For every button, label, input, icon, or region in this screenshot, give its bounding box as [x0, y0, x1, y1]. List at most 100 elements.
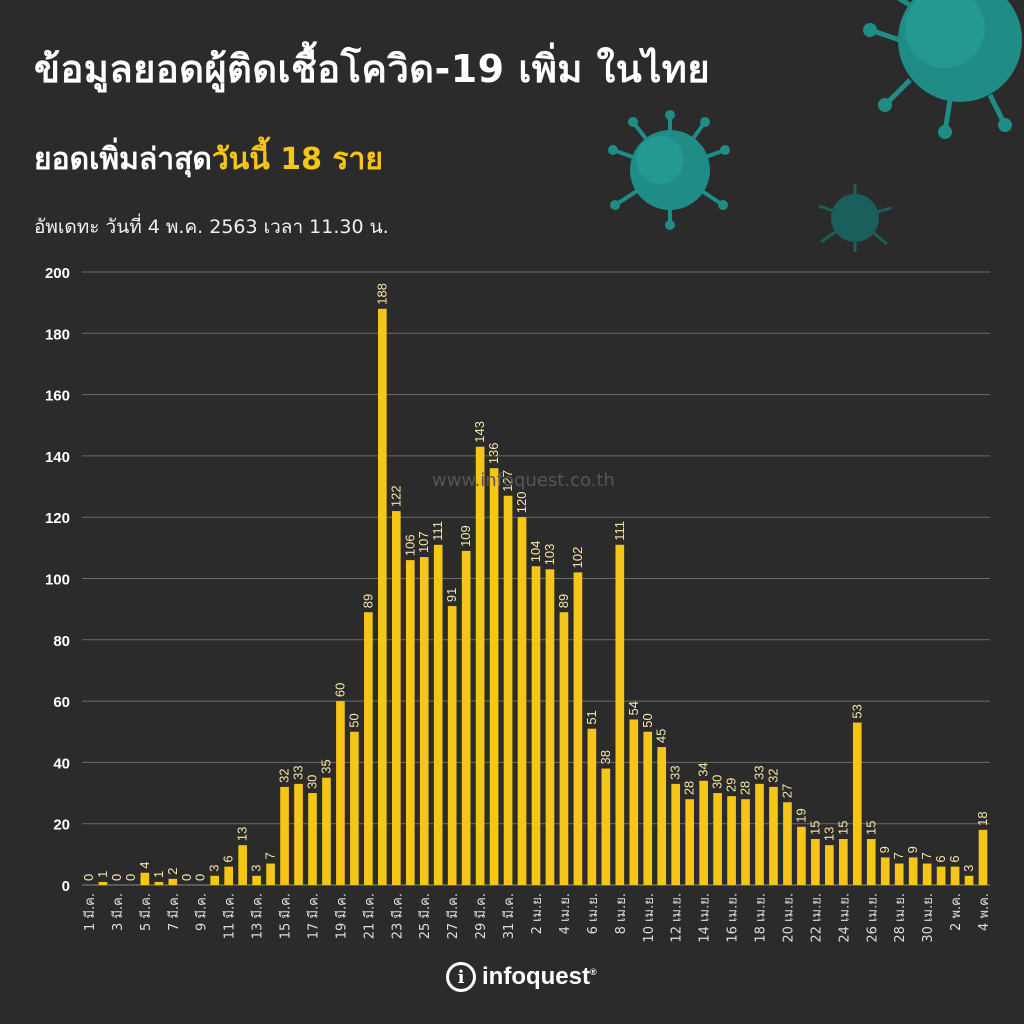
data-label: 50: [640, 713, 655, 727]
x-tick-label: 1 มี.ค.: [82, 893, 98, 931]
bar: [964, 875, 974, 885]
x-tick-label: 3 มี.ค.: [110, 893, 126, 931]
bar: [657, 747, 667, 885]
bar: [699, 780, 708, 885]
bar: [475, 446, 485, 885]
data-label: 6: [221, 855, 236, 862]
data-label: 7: [919, 852, 934, 859]
data-label: 4: [137, 862, 152, 869]
bar: [671, 783, 681, 885]
data-label: 13: [235, 827, 250, 841]
bar: [936, 866, 946, 885]
y-tick-label: 100: [45, 572, 70, 589]
data-label: 30: [710, 775, 725, 789]
x-tick-label: 24 เม.ย.: [837, 893, 852, 943]
x-tick-label: 25 มี.ค.: [417, 893, 433, 939]
bar: [461, 550, 471, 885]
data-label: 91: [444, 588, 459, 602]
registered-mark: ®: [590, 967, 597, 977]
x-tick-label: 8 เม.ย.: [614, 893, 629, 934]
bar: [852, 722, 862, 885]
data-label: 1: [151, 871, 166, 878]
data-label: 104: [528, 541, 543, 563]
x-tick-label: 22 เม.ย.: [809, 893, 824, 943]
data-label: 122: [388, 485, 403, 507]
data-label: 19: [793, 808, 808, 822]
latest-increase: ยอดเพิ่มล่าสุดวันนี้ 18 ราย: [34, 136, 383, 183]
bar: [210, 875, 220, 885]
x-tick-label: 4 พ.ค.: [977, 893, 992, 931]
data-label: 28: [682, 781, 697, 795]
x-tick-label: 17 มี.ค.: [305, 893, 321, 939]
y-tick-label: 180: [45, 326, 70, 343]
data-label: 89: [556, 594, 571, 608]
data-label: 33: [668, 765, 683, 779]
bar: [350, 731, 359, 885]
bar: [685, 799, 694, 885]
x-tick-label: 6 เม.ย.: [586, 893, 601, 934]
data-label: 1: [95, 871, 110, 878]
x-tick-label: 31 มี.ค.: [501, 893, 517, 939]
x-tick-label: 10 เม.ย.: [642, 893, 657, 943]
data-label: 6: [933, 855, 948, 862]
data-label: 15: [863, 821, 878, 835]
data-label: 102: [570, 547, 585, 569]
page-title: ข้อมูลยอดผู้ติดเชื้อโควิด-19 เพิ่ม ในไทย: [34, 47, 711, 91]
bar: [601, 768, 611, 885]
bar: [545, 569, 555, 885]
data-label: 0: [193, 874, 208, 881]
x-tick-label: 29 มี.ค.: [473, 893, 489, 939]
bar: [894, 863, 904, 885]
data-label: 53: [849, 704, 864, 718]
data-label: 106: [402, 534, 417, 556]
y-tick-label: 0: [62, 878, 70, 895]
bar: [391, 511, 401, 885]
bar: [783, 802, 792, 885]
bar: [838, 839, 848, 885]
x-tick-label: 26 เม.ย.: [865, 893, 880, 943]
x-tick-label: 18 เม.ย.: [754, 893, 769, 943]
data-label: 38: [598, 750, 613, 764]
x-tick-label: 5 มี.ค.: [138, 893, 154, 931]
data-label: 6: [947, 855, 962, 862]
bar: [419, 557, 429, 885]
data-label: 50: [346, 713, 361, 727]
bar: [755, 783, 764, 885]
x-tick-label: 30 เม.ย.: [921, 893, 936, 943]
virus-illustration-small: [815, 182, 895, 258]
bar: [629, 719, 639, 885]
bar: [825, 845, 834, 885]
data-label: 33: [291, 765, 306, 779]
watermark: www.infoquest.co.th: [432, 470, 615, 491]
logo-text: infoquest®: [482, 963, 597, 991]
bar: [713, 793, 722, 885]
data-label: 27: [779, 784, 794, 798]
bar: [922, 863, 932, 885]
bar: [98, 881, 108, 885]
data-label: 188: [374, 283, 389, 305]
x-tick-label: 16 เม.ย.: [726, 893, 741, 943]
bar: [336, 701, 345, 885]
data-label: 34: [696, 762, 711, 776]
bar: [503, 495, 513, 885]
virus-illustration-medium: [605, 110, 735, 234]
data-label: 7: [891, 852, 906, 859]
bar: [378, 308, 387, 885]
bar: [280, 786, 289, 885]
data-label: 60: [332, 683, 347, 697]
x-tick-label: 7 มี.ค.: [166, 893, 182, 931]
data-label: 45: [654, 729, 669, 743]
data-label: 30: [304, 775, 319, 789]
y-tick-label: 200: [45, 265, 70, 282]
bar: [643, 731, 653, 885]
data-label: 7: [263, 852, 278, 859]
x-tick-label: 14 เม.ย.: [698, 893, 713, 943]
y-tick-label: 60: [53, 694, 70, 711]
data-label: 111: [612, 521, 627, 541]
bar: [168, 878, 178, 885]
data-label: 107: [416, 531, 431, 553]
data-label: 0: [123, 874, 138, 881]
y-tick-label: 40: [53, 755, 70, 772]
bar: [154, 881, 164, 885]
